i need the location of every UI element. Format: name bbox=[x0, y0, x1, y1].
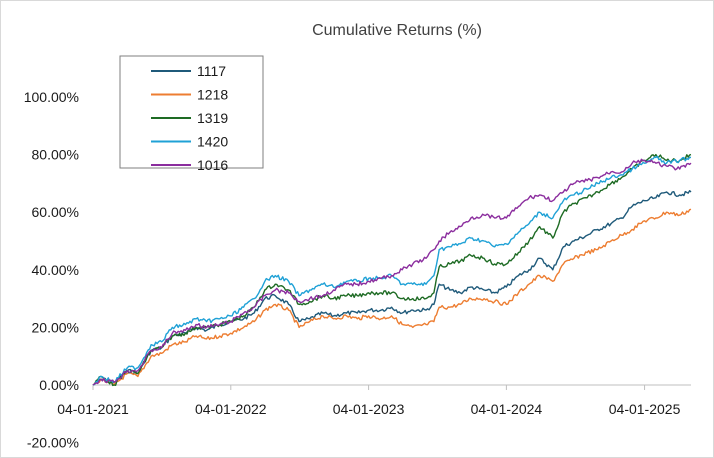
legend-label-1117: 1117 bbox=[197, 63, 226, 79]
y-tick-label: 80.00% bbox=[32, 147, 79, 163]
legend-label-1420: 1420 bbox=[197, 134, 228, 150]
chart-title: Cumulative Returns (%) bbox=[312, 22, 482, 39]
legend-label-1016: 1016 bbox=[197, 157, 228, 173]
series-line-1218 bbox=[92, 208, 692, 386]
x-tick-label: 04-01-2025 bbox=[609, 401, 681, 417]
y-tick-label: 100.00% bbox=[24, 89, 79, 105]
x-tick-label: 04-01-2021 bbox=[57, 401, 129, 417]
x-tick-label: 04-01-2022 bbox=[195, 401, 267, 417]
y-tick-label: 60.00% bbox=[32, 204, 79, 220]
y-tick-label: 40.00% bbox=[32, 262, 79, 278]
series-line-1016 bbox=[92, 158, 692, 386]
series-lines bbox=[92, 153, 692, 387]
legend-box bbox=[119, 55, 264, 169]
x-tick-label: 04-01-2023 bbox=[333, 401, 405, 417]
y-tick-label: 0.00% bbox=[39, 377, 79, 393]
y-axis-ticks: -20.00% 0.00% 20.00% 40.00% 60.00% 80.00% 100.… bbox=[24, 89, 79, 451]
legend-label-1319: 1319 bbox=[197, 110, 228, 126]
legend: 1117 1218 1319 1420 1016 bbox=[119, 55, 264, 173]
series-line-1117 bbox=[92, 190, 692, 386]
legend-label-1218: 1218 bbox=[197, 87, 228, 103]
y-tick-label: -20.00% bbox=[27, 435, 79, 451]
series-line-1319 bbox=[92, 153, 692, 387]
x-tick-label: 04-01-2024 bbox=[471, 401, 543, 417]
x-axis-ticks: 04-01-2021 04-01-2022 04-01-2023 04-01-2024… bbox=[57, 385, 681, 417]
y-tick-label: 20.00% bbox=[32, 319, 79, 335]
